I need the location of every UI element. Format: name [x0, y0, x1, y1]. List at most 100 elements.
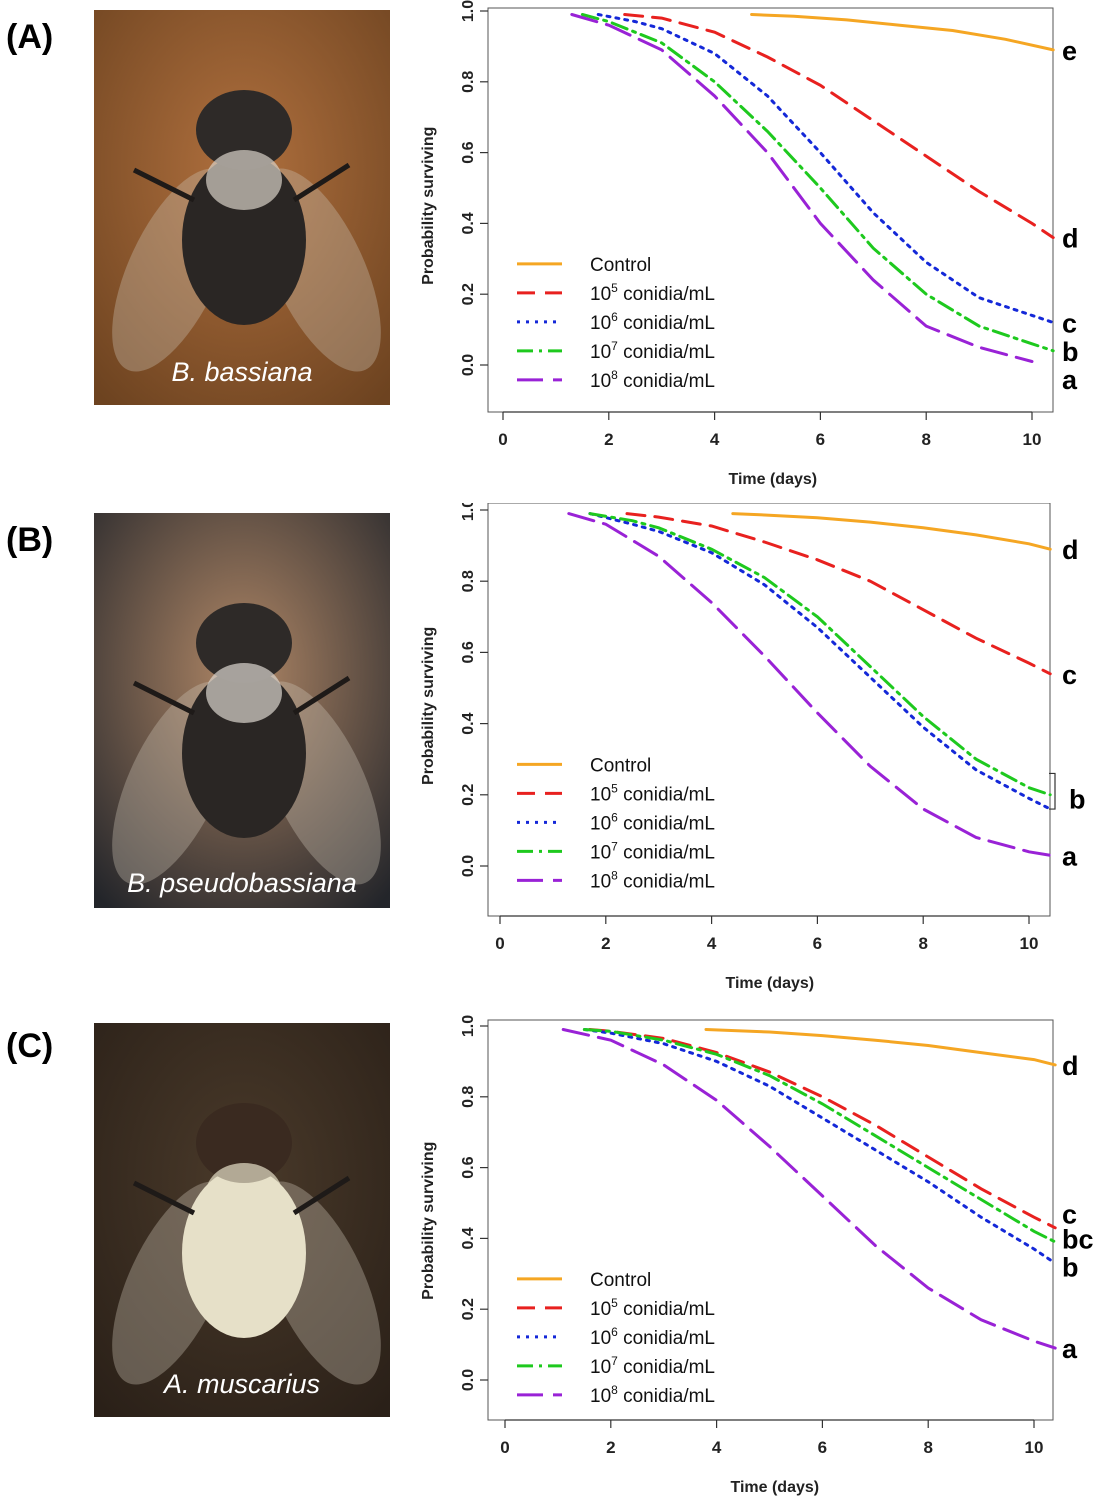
survival-chart: 0 2 4 6 8 10 Time (days) 0.0 0.2 0.4 0.6 0.8 1.0 Prob…: [420, 1015, 1094, 1496]
panel-label: (B): [6, 521, 54, 559]
fly-head: [196, 1103, 292, 1183]
x-tick-label: 0: [495, 934, 504, 953]
x-tick-label: 10: [1020, 934, 1039, 953]
significance-label: a: [1062, 1334, 1078, 1364]
legend-label: 106 conidia/mL: [590, 1325, 715, 1349]
panel-b: (B) B. pseudobassiana 0 2 4 6 8 10 Time (days)…: [0, 503, 1099, 1006]
significance-label: bc: [1062, 1224, 1094, 1254]
y-tick-label: 0.2: [460, 784, 477, 806]
x-tick-label: 4: [710, 430, 720, 449]
y-tick-label: 0.6: [460, 641, 477, 663]
panel-a: (A) B. bassiana 0 2 4 6 8 10 Time (days) 0.0 0.2…: [0, 0, 1099, 503]
series-line: [588, 512, 1052, 811]
significance-bracket: [1049, 772, 1056, 810]
fly-photo: A. muscarius: [94, 1023, 390, 1417]
x-tick-label: 6: [813, 934, 822, 953]
series-line: [582, 1028, 1057, 1265]
significance-label: d: [1062, 1051, 1079, 1081]
fly-head: [196, 603, 292, 683]
x-tick-label: 6: [816, 430, 825, 449]
y-tick-label: 1.0: [460, 503, 477, 521]
legend-label: 105 conidia/mL: [590, 781, 715, 805]
series-line: [588, 1028, 1057, 1230]
significance-label: a: [1062, 841, 1078, 871]
x-tick-label: 10: [1023, 430, 1042, 449]
series-line: [567, 512, 1052, 857]
y-tick-label: 0.0: [460, 1369, 477, 1391]
x-tick-label: 2: [601, 934, 610, 953]
x-tick-label: 8: [918, 934, 927, 953]
legend-label: 106 conidia/mL: [590, 810, 715, 834]
x-tick-label: 4: [707, 934, 717, 953]
y-axis-label: Probability surviving: [420, 127, 437, 285]
y-axis-label: Probability surviving: [420, 627, 437, 785]
survival-chart: 0 2 4 6 8 10 Time (days) 0.0 0.2 0.4 0.6 0.8 1.0 Prob…: [420, 503, 1086, 992]
plot-frame: [487, 7, 1054, 413]
series-line: [588, 512, 1052, 797]
x-tick-label: 8: [923, 1438, 932, 1457]
legend-label: 107 conidia/mL: [590, 839, 715, 863]
y-tick-label: 0.4: [460, 212, 477, 234]
y-tick-label: 0.6: [460, 1156, 477, 1178]
y-tick-label: 1.0: [460, 0, 477, 22]
x-tick-label: 8: [921, 430, 930, 449]
fly-leg: [132, 680, 196, 716]
y-tick-label: 0.4: [460, 712, 477, 734]
series-line: [561, 1028, 1057, 1350]
fly-body: [182, 1168, 306, 1338]
legend-label: 107 conidia/mL: [590, 1354, 715, 1378]
fly-photo-graphic: [94, 10, 390, 405]
fungal-growth: [206, 150, 282, 210]
panel-label: (C): [6, 1027, 54, 1065]
significance-label: c: [1062, 660, 1077, 690]
plot-frame: [487, 503, 1051, 917]
series-line: [731, 512, 1052, 551]
legend-label: 107 conidia/mL: [590, 339, 715, 363]
significance-label: d: [1062, 224, 1079, 254]
fly-leg: [132, 167, 196, 203]
fungal-growth: [206, 1163, 282, 1223]
y-tick-label: 1.0: [460, 1015, 477, 1037]
series-line: [625, 512, 1052, 676]
series-line: [580, 13, 1055, 353]
y-tick-label: 0.4: [460, 1227, 477, 1249]
plot-frame: [487, 1019, 1054, 1421]
photo-caption: A. muscarius: [163, 1369, 321, 1399]
photo-caption: B. bassiana: [171, 357, 313, 387]
legend-label: Control: [590, 255, 651, 276]
x-tick-label: 2: [606, 1438, 615, 1457]
survival-chart: 0 2 4 6 8 10 Time (days) 0.0 0.2 0.4 0.6 0.8 1.0 Prob…: [420, 0, 1079, 488]
legend-label: 108 conidia/mL: [590, 868, 715, 892]
x-axis-label: Time (days): [728, 471, 817, 488]
legend-label: Control: [590, 1270, 651, 1291]
panel-label: (A): [6, 18, 54, 56]
significance-label: c: [1062, 309, 1077, 339]
fly-leg: [292, 1175, 351, 1216]
x-tick-label: 0: [500, 1438, 509, 1457]
legend-label: Control: [590, 755, 651, 776]
fly-leg: [132, 1180, 196, 1216]
x-tick-label: 0: [498, 430, 507, 449]
panel-c: (C) A. muscarius 0 2 4 6 8 10 Time (days) 0.0 0.…: [0, 1005, 1099, 1508]
fly-leg: [292, 675, 351, 716]
fly-body: [182, 668, 306, 838]
photo-caption: B. pseudobassiana: [127, 868, 357, 898]
legend-label: 106 conidia/mL: [590, 310, 715, 334]
x-tick-label: 2: [604, 430, 613, 449]
series-line: [582, 1028, 1057, 1244]
fly-photo: B. bassiana: [94, 10, 390, 405]
x-axis-label: Time (days): [730, 1479, 819, 1496]
series-line: [750, 13, 1055, 52]
legend-label: 105 conidia/mL: [590, 1296, 715, 1320]
significance-label: b: [1069, 784, 1086, 814]
significance-label: d: [1062, 535, 1079, 565]
fly-head: [196, 90, 292, 170]
significance-label: b: [1062, 1253, 1079, 1283]
y-tick-label: 0.8: [460, 1086, 477, 1108]
x-tick-label: 10: [1025, 1438, 1044, 1457]
fly-photo-graphic: [94, 513, 390, 908]
series-line: [570, 13, 1034, 363]
y-tick-label: 0.0: [460, 855, 477, 877]
series-line: [623, 13, 1055, 240]
significance-label: b: [1062, 337, 1079, 367]
